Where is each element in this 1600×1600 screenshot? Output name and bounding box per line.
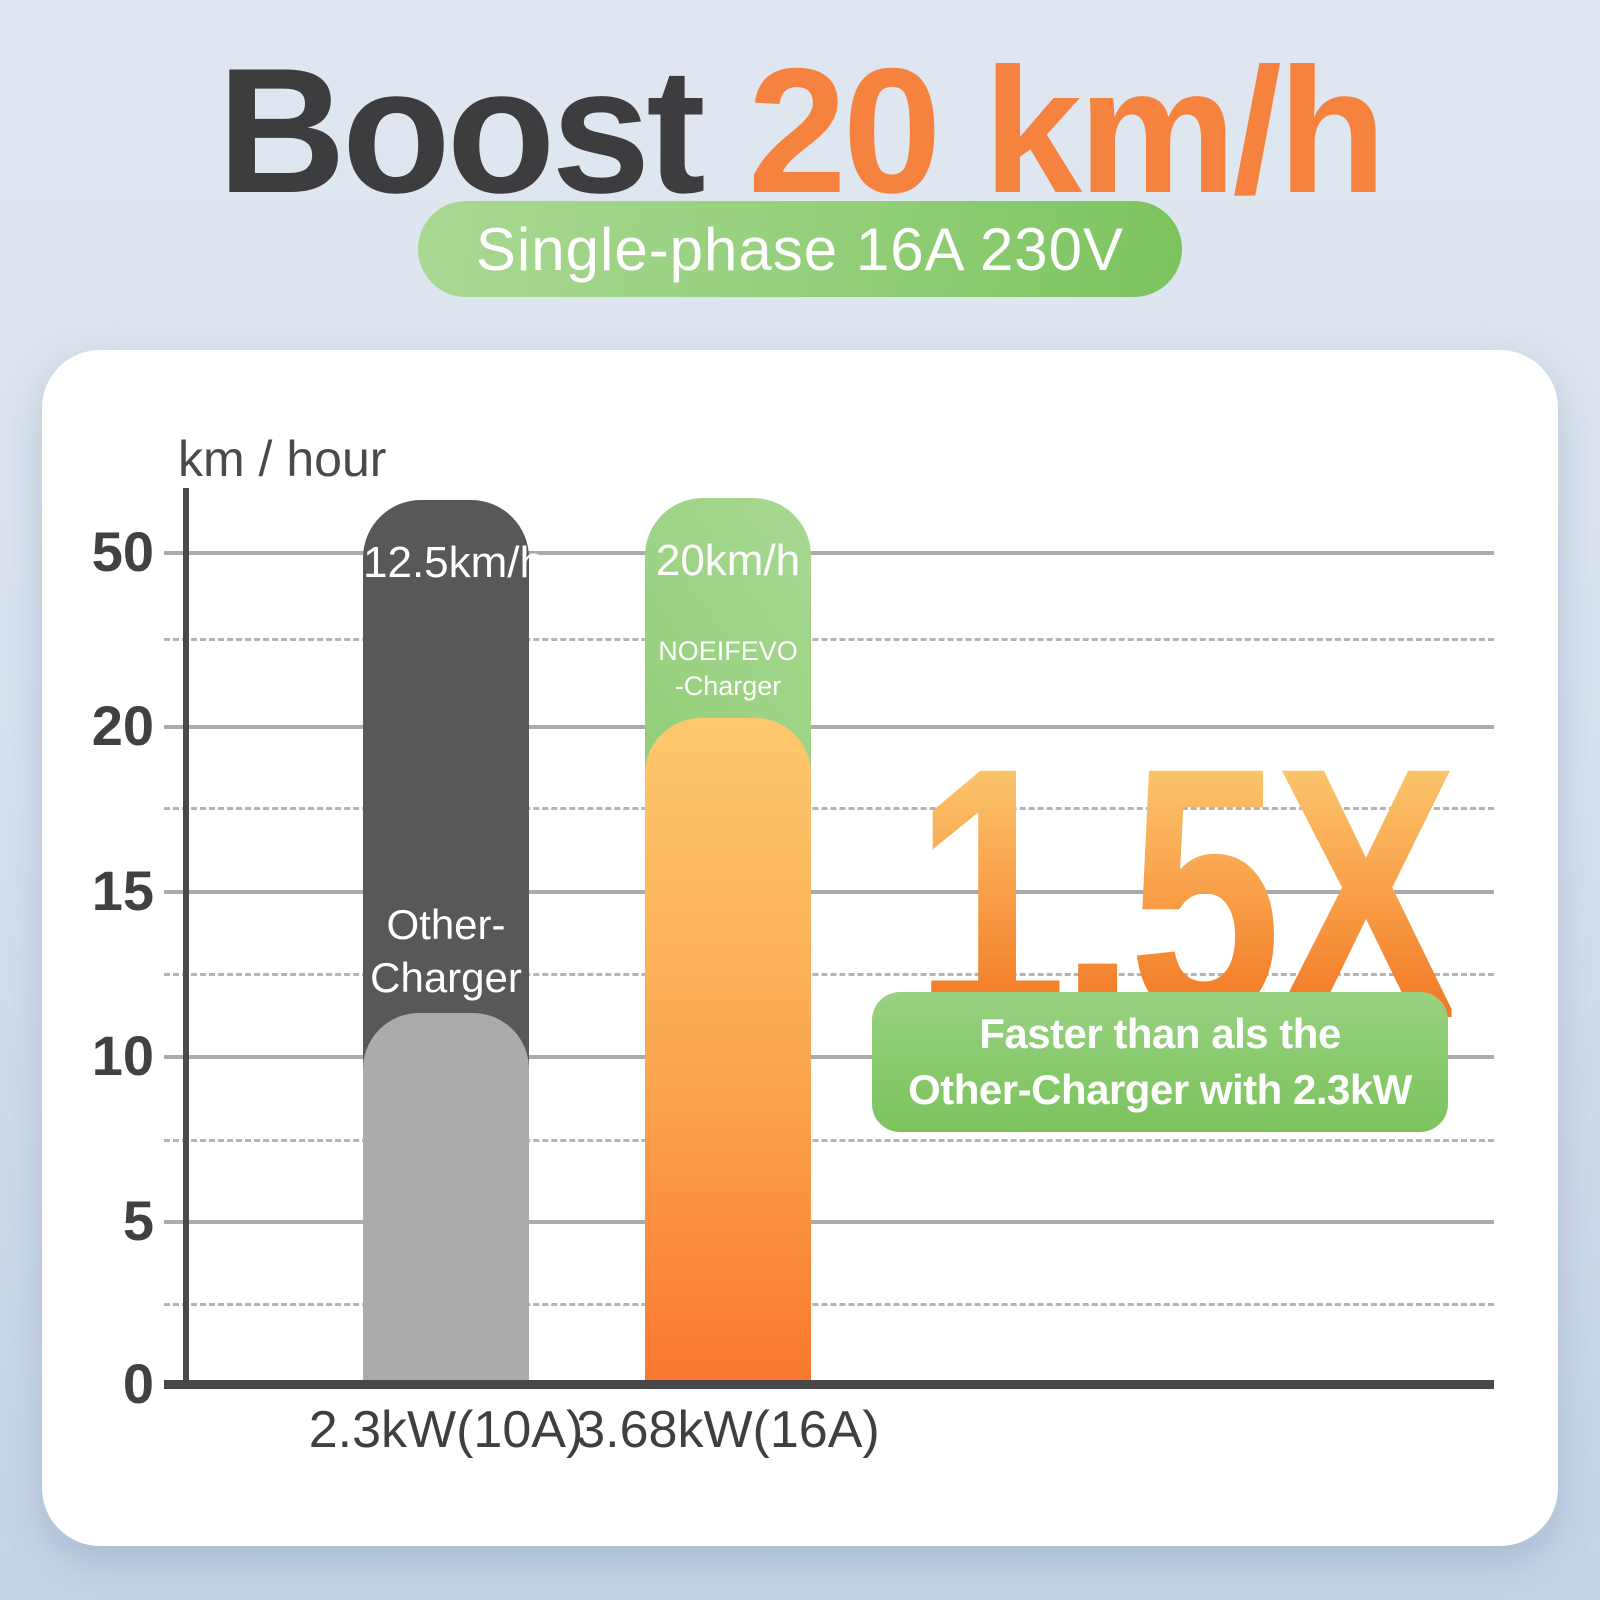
spec-badge-row: Single-phase 16A 230V — [0, 201, 1600, 297]
spec-badge-text: Single-phase 16A 230V — [475, 215, 1125, 283]
spec-badge: Single-phase 16A 230V — [417, 201, 1183, 297]
bar-noeifevo-charger-value: 20km/h — [655, 536, 801, 585]
comparison-caption-line2: Other-Charger with 2.3kW — [908, 1066, 1412, 1113]
y-tick-20: 20 — [91, 694, 154, 757]
bar-other-charger-name: Other- Charger — [370, 901, 522, 1001]
gridline-dashed-4 — [164, 1139, 1494, 1142]
x-label-noeifevo: 3.68kW(16A) — [576, 1401, 880, 1459]
headline: Boost 20 km/h — [0, 42, 1600, 220]
gridline-dashed-3 — [164, 973, 1494, 976]
y-tick-5: 5 — [122, 1189, 154, 1252]
comparison-caption-line1: Faster than als the — [979, 1010, 1341, 1057]
headline-prefix: Boost — [217, 31, 705, 230]
y-axis-line — [183, 488, 189, 1386]
gridline-15 — [164, 890, 1494, 894]
headline-highlight: 20 km/h — [747, 31, 1387, 230]
y-tick-0: 0 — [122, 1352, 154, 1415]
x-axis-line — [164, 1380, 1494, 1389]
bar-noeifevo-charger-name: NOEIFEVO -Charger — [658, 636, 798, 701]
chart-card: km / hour 50 20 15 10 5 0 12.5km/h Other… — [42, 350, 1558, 1546]
gridline-dashed-5 — [164, 1303, 1494, 1306]
y-tick-10: 10 — [91, 1024, 154, 1087]
gridline-dashed-2 — [164, 807, 1494, 810]
y-tick-50: 50 — [91, 520, 154, 583]
bar-other-charger-value: 12.5km/h — [363, 538, 544, 587]
bar-other-charger-fill — [363, 1013, 529, 1382]
y-axis-label: km / hour — [178, 431, 387, 487]
y-tick-15: 15 — [91, 859, 154, 922]
bar-noeifevo-charger-fill — [645, 718, 811, 1382]
comparison-caption-badge: Faster than als the Other-Charger with 2… — [872, 992, 1448, 1132]
gridline-dashed-1 — [164, 638, 1494, 641]
gridline-5 — [164, 1220, 1494, 1224]
gridline-50 — [164, 551, 1494, 555]
x-label-other: 2.3kW(10A) — [308, 1401, 584, 1459]
gridline-10 — [164, 1055, 1494, 1059]
gridline-20 — [164, 725, 1494, 729]
